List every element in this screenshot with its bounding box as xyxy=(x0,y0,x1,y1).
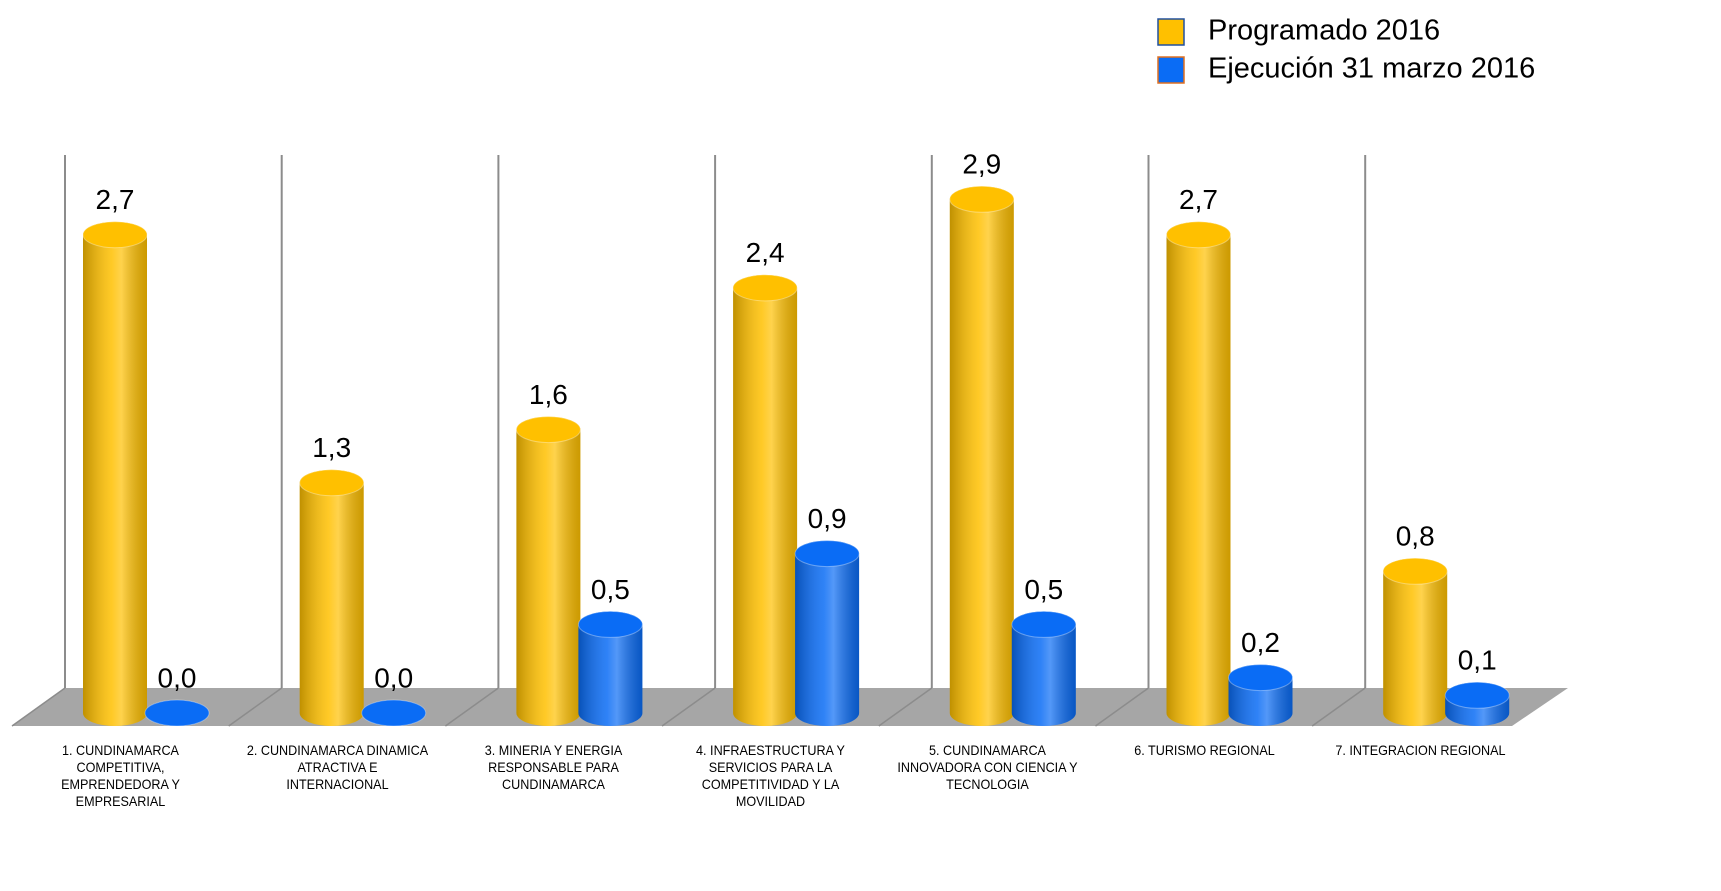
bar-cap xyxy=(577,610,643,638)
value-label: 0,9 xyxy=(808,503,847,534)
bar-shading xyxy=(1166,221,1231,727)
value-label: 2,4 xyxy=(746,237,785,268)
x-tick-label: 6. TURISMO REGIONAL xyxy=(1133,742,1275,758)
value-label: 0,5 xyxy=(591,574,630,605)
value-label: 0,5 xyxy=(1024,574,1063,605)
bar-cap xyxy=(144,699,210,727)
bar-cap xyxy=(82,221,148,249)
bar-shading xyxy=(949,186,1014,727)
legend-label: Ejecución 31 marzo 2016 xyxy=(1208,53,1535,85)
floor-divider xyxy=(444,687,499,727)
x-tick-label: 2. CUNDINAMARCA DINAMICA ATRACTIVA E INT… xyxy=(246,742,428,792)
value-label: 2,7 xyxy=(96,184,135,215)
bar-cap xyxy=(949,185,1015,213)
bar-cap xyxy=(1382,557,1448,585)
bar-shading xyxy=(578,611,643,727)
floor-divider xyxy=(1311,687,1366,727)
bar-cap xyxy=(515,416,581,444)
value-label: 0,1 xyxy=(1458,645,1497,676)
value-label: 0,0 xyxy=(374,662,413,693)
bar-cap xyxy=(732,274,798,302)
bar-shading xyxy=(83,221,147,726)
floor-divider xyxy=(11,687,66,727)
value-label: 0,0 xyxy=(158,662,197,693)
value-label: 2,9 xyxy=(962,149,1001,180)
value-label: 2,7 xyxy=(1179,184,1218,215)
legend-label: Programado 2016 xyxy=(1208,15,1440,47)
x-tick-label: 4. INFRAESTRUCTURA Y SERVICIOS PARA LA C… xyxy=(696,742,846,809)
bar-shading xyxy=(1011,611,1076,727)
value-label: 0,2 xyxy=(1241,627,1280,658)
bar-shading xyxy=(1383,558,1448,727)
floor-divider xyxy=(228,687,283,727)
legend-swatch xyxy=(1157,56,1185,84)
bar-cap xyxy=(361,699,427,727)
bar-shading xyxy=(516,416,581,727)
bar-shading xyxy=(299,469,364,727)
walls xyxy=(11,155,1367,727)
bar-cap xyxy=(1228,664,1293,692)
bar-cap xyxy=(1444,681,1510,709)
x-tick-label: 5. CUNDINAMARCA INNOVADORA CON CIENCIA Y… xyxy=(897,742,1078,792)
floor-divider xyxy=(1095,687,1149,727)
marks: 2,7 1,3 1,6 2,4 2,9 2,7 0,8 0,0 0,0 0,5 0,9 0,5 0,2 0… xyxy=(82,149,1510,727)
floor-divider xyxy=(661,687,716,727)
value-label: 1,6 xyxy=(529,379,568,410)
legend-swatch xyxy=(1157,18,1185,46)
bar-shading xyxy=(733,274,798,727)
bar-cap xyxy=(299,469,365,497)
bar-cap xyxy=(794,540,860,568)
bar-shading xyxy=(795,540,860,727)
x-tick-label: 1. CUNDINAMARCA COMPETITIVA, EMPRENDEDOR… xyxy=(61,742,180,809)
value-label: 0,8 xyxy=(1396,521,1435,552)
value-label: 1,3 xyxy=(312,432,351,463)
bar-cap xyxy=(1166,221,1231,249)
x-tick-label: 7. INTEGRACION REGIONAL xyxy=(1335,742,1506,758)
x-tick-label: 3. MINERIA Y ENERGIA RESPONSABLE PARA CU… xyxy=(485,742,623,792)
bar-cap xyxy=(1011,610,1077,638)
floor-divider xyxy=(878,687,933,727)
